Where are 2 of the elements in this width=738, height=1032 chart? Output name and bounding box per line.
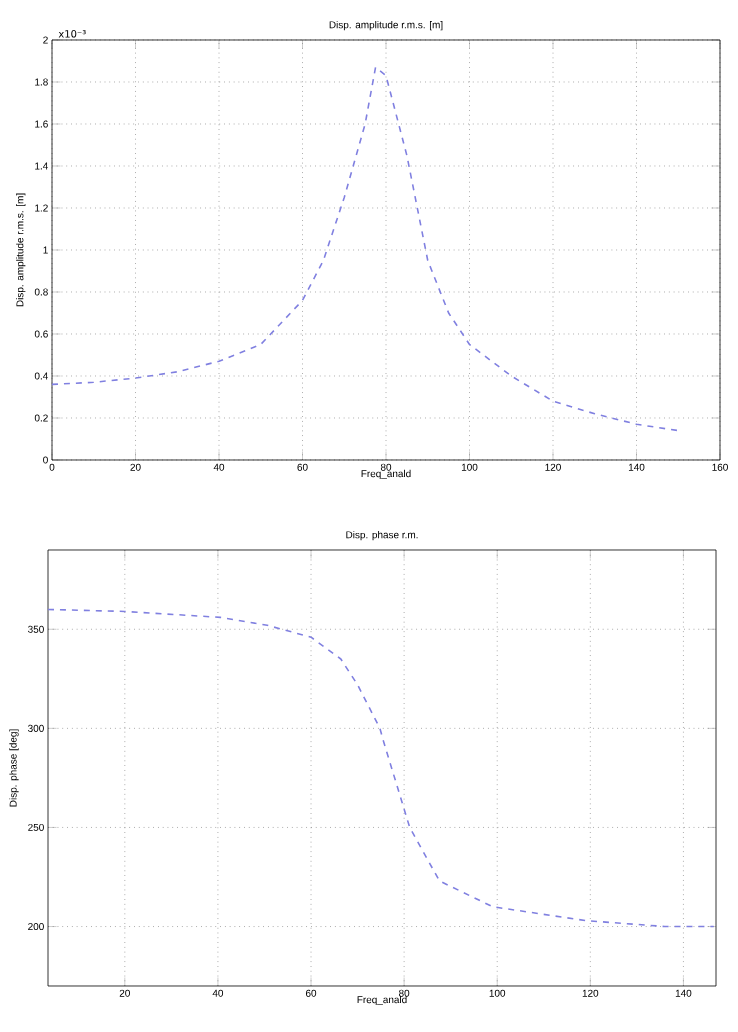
line-series: [48, 608, 715, 928]
line-series: [52, 66, 680, 432]
